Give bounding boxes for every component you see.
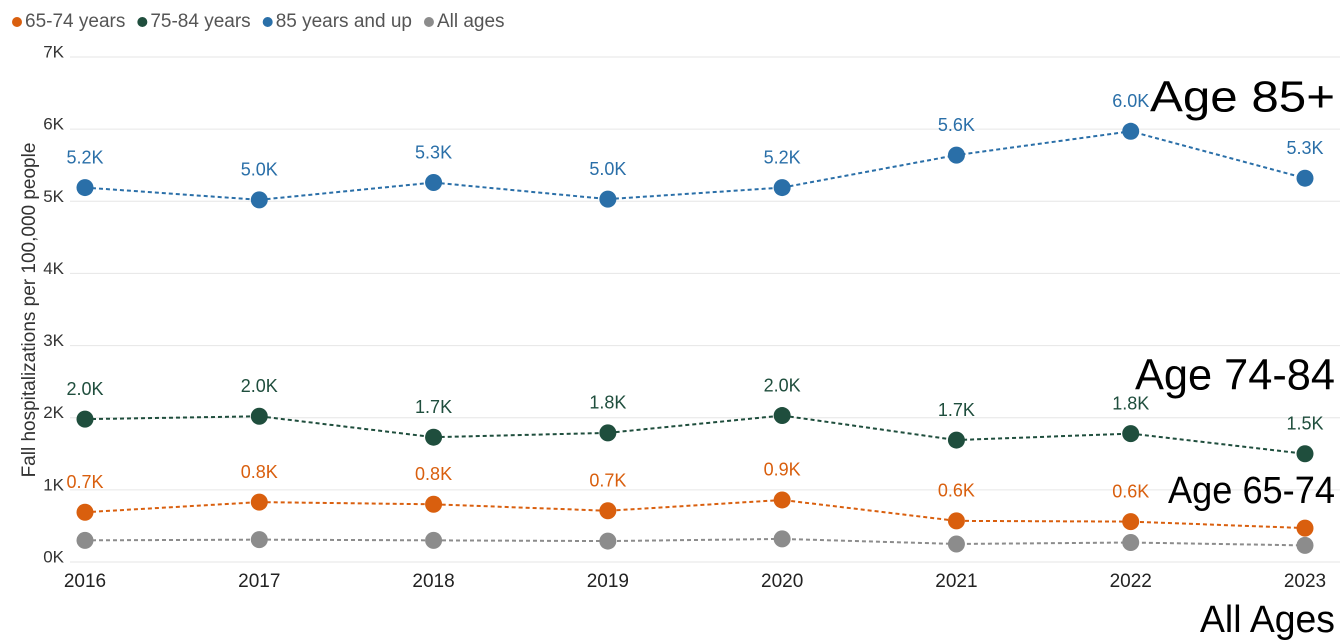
data-point [599, 502, 617, 520]
x-tick-label: 2019 [587, 571, 629, 592]
data-point [1122, 513, 1140, 531]
data-label: 5.0K [589, 159, 626, 179]
data-label: 1.5K [1286, 414, 1323, 434]
data-label: 1.8K [589, 393, 626, 413]
legend-label: All ages [437, 11, 505, 32]
data-point [773, 491, 791, 509]
data-label: 0.9K [764, 460, 801, 480]
data-point [425, 174, 443, 192]
data-point [947, 431, 965, 449]
annotation: Age 85+ [1150, 73, 1335, 122]
data-label: 6.0K [1112, 91, 1149, 111]
data-label: 0.8K [241, 462, 278, 482]
annotation: Age 74-84 [1135, 351, 1335, 400]
x-tick-label: 2021 [935, 571, 977, 592]
series-line [84, 498, 1306, 530]
data-label: 0.6K [1112, 481, 1149, 501]
data-point [599, 532, 617, 550]
data-point [76, 531, 94, 549]
data-label: 0.7K [66, 472, 103, 492]
data-label: 1.8K [1112, 393, 1149, 413]
data-label: 0.7K [589, 471, 626, 491]
x-tick-label: 2016 [64, 571, 106, 592]
data-point [1296, 519, 1314, 537]
data-point [425, 428, 443, 446]
x-tick-label: 2023 [1284, 571, 1326, 592]
data-label: 5.2K [66, 147, 103, 167]
legend-marker [262, 17, 273, 27]
annotation: Age 65-74 [1168, 470, 1335, 512]
series-line [84, 537, 1306, 547]
data-label: 2.0K [241, 376, 278, 396]
data-label: 2.0K [66, 379, 103, 399]
data-point [947, 512, 965, 530]
data-label: 2.0K [764, 375, 801, 395]
data-point [250, 407, 268, 425]
data-point [76, 503, 94, 521]
data-point [773, 530, 791, 548]
y-axis-label: Fall hospitalizations per 100,000 people [19, 143, 40, 478]
legend-marker [12, 17, 22, 27]
data-label: 5.0K [241, 160, 278, 180]
data-point [1296, 445, 1314, 463]
data-point [1296, 536, 1314, 554]
legend-marker [423, 17, 434, 27]
y-tick-label: 2K [43, 403, 64, 422]
data-point [947, 535, 965, 553]
data-point [599, 424, 617, 442]
legend-label: 85 years and up [276, 11, 412, 32]
y-tick-label: 4K [43, 259, 64, 278]
data-point [773, 407, 791, 425]
x-tick-label: 2018 [412, 571, 454, 592]
data-label: 5.6K [938, 115, 975, 135]
data-point [1296, 169, 1314, 187]
data-label: 1.7K [415, 397, 452, 417]
data-point [76, 410, 94, 428]
data-point [76, 179, 94, 197]
legend-marker [137, 17, 148, 27]
data-point [599, 190, 617, 208]
y-tick-label: 3K [43, 331, 64, 350]
data-label: 0.8K [415, 464, 452, 484]
data-point [773, 179, 791, 197]
series-line [84, 414, 1306, 455]
y-tick-label: 0K [43, 547, 64, 566]
y-tick-label: 5K [43, 187, 64, 206]
data-label: 1.7K [938, 400, 975, 420]
x-tick-label: 2022 [1110, 571, 1152, 592]
series-line [84, 130, 1306, 201]
y-tick-label: 7K [43, 42, 64, 61]
y-tick-label: 1K [43, 475, 64, 494]
y-tick-label: 6K [43, 115, 64, 134]
data-point [250, 531, 268, 549]
data-point [425, 531, 443, 549]
data-label: 5.3K [1286, 138, 1323, 158]
data-point [1122, 534, 1140, 552]
annotation: All Ages [1200, 599, 1335, 641]
data-point [1122, 122, 1140, 140]
data-label: 0.6K [938, 481, 975, 501]
legend-label: 75-84 years [150, 11, 250, 32]
x-tick-label: 2017 [238, 571, 280, 592]
data-point [425, 495, 443, 513]
data-point [947, 146, 965, 164]
x-tick-label: 2020 [761, 571, 803, 592]
data-label: 5.2K [764, 147, 801, 167]
legend-label: 65-74 years [25, 11, 125, 32]
data-point [250, 191, 268, 209]
data-point [250, 493, 268, 511]
data-point [1122, 425, 1140, 443]
data-label: 5.3K [415, 142, 452, 162]
